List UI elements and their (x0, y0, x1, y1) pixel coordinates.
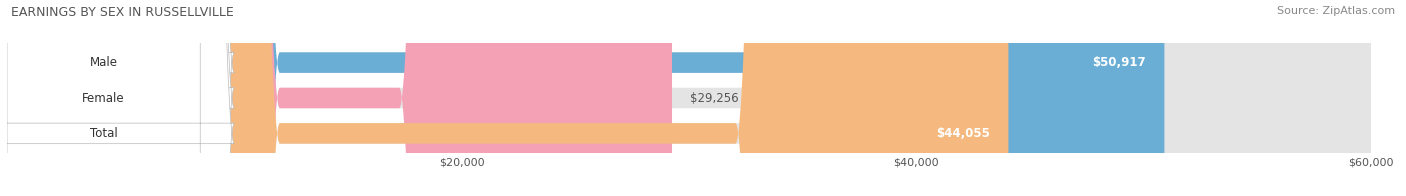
Text: $44,055: $44,055 (936, 127, 990, 140)
Text: Male: Male (90, 56, 118, 69)
FancyBboxPatch shape (0, 0, 235, 196)
Text: $29,256: $29,256 (690, 92, 738, 104)
Text: Source: ZipAtlas.com: Source: ZipAtlas.com (1277, 6, 1395, 16)
FancyBboxPatch shape (0, 0, 235, 196)
Text: EARNINGS BY SEX IN RUSSELLVILLE: EARNINGS BY SEX IN RUSSELLVILLE (11, 6, 233, 19)
FancyBboxPatch shape (7, 0, 672, 196)
Text: Female: Female (83, 92, 125, 104)
FancyBboxPatch shape (7, 0, 1371, 196)
FancyBboxPatch shape (0, 0, 235, 196)
FancyBboxPatch shape (7, 0, 1371, 196)
FancyBboxPatch shape (7, 0, 1371, 196)
FancyBboxPatch shape (7, 0, 1008, 196)
Text: $50,917: $50,917 (1092, 56, 1146, 69)
FancyBboxPatch shape (7, 0, 1164, 196)
Text: Total: Total (90, 127, 118, 140)
